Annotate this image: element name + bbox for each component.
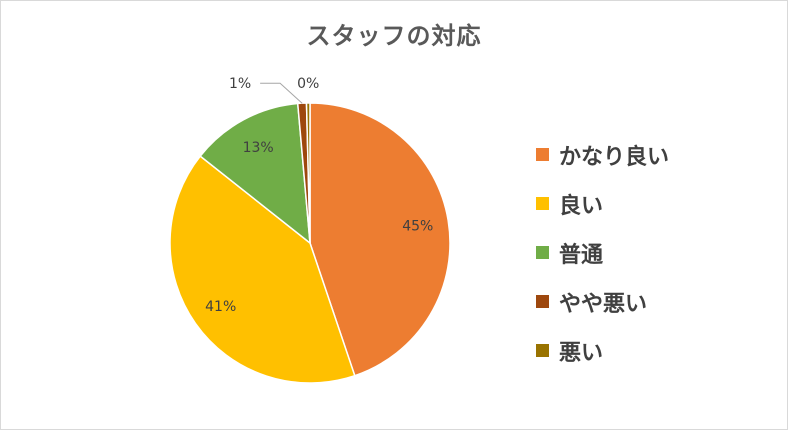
- legend: かなり良い良い普通やや悪い悪い: [536, 130, 766, 375]
- chart-title: スタッフの対応: [306, 22, 482, 50]
- legend-swatch: [536, 295, 549, 308]
- legend-item-3: 普通: [536, 228, 766, 277]
- legend-item-2: 良い: [536, 179, 766, 228]
- legend-label: 良い: [559, 193, 604, 219]
- legend-label: 悪い: [559, 340, 604, 366]
- legend-swatch: [536, 344, 549, 357]
- legend-label: やや悪い: [559, 291, 648, 317]
- pie-slice-2: [169, 155, 356, 384]
- legend-label: 普通: [559, 242, 604, 268]
- legend-label: かなり良い: [559, 144, 670, 170]
- data-label-2: 41%: [205, 299, 236, 315]
- pie-slice-1: [309, 102, 451, 377]
- legend-item-4: やや悪い: [536, 277, 766, 326]
- legend-swatch: [536, 246, 549, 259]
- data-label-3: 13%: [243, 140, 274, 156]
- data-label-4: 1%: [229, 76, 251, 92]
- legend-swatch: [536, 197, 549, 210]
- pie-slice-5: [305, 102, 311, 244]
- leader-line-4: [260, 82, 303, 104]
- legend-swatch: [536, 148, 549, 161]
- data-label-5: 0%: [297, 76, 319, 92]
- legend-item-5: 悪い: [536, 326, 766, 375]
- legend-item-1: かなり良い: [536, 130, 766, 179]
- data-label-1: 45%: [402, 218, 433, 234]
- pie-slice-3: [199, 102, 311, 245]
